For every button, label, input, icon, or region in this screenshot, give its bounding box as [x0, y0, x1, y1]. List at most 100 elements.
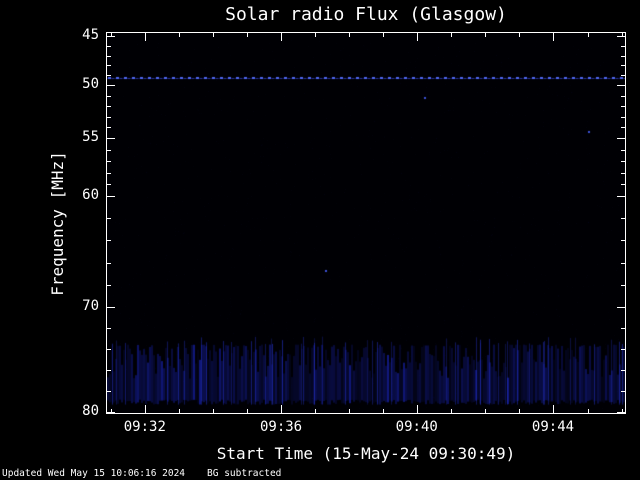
axis-tick — [621, 349, 625, 350]
axis-tick — [621, 117, 625, 118]
axis-tick — [621, 240, 625, 241]
axis-tick — [485, 33, 486, 37]
axis-tick — [145, 33, 146, 41]
axis-tick — [107, 117, 111, 118]
x-tick-label: 09:40 — [395, 419, 438, 435]
axis-tick — [519, 409, 520, 413]
axis-tick — [107, 263, 111, 264]
axis-tick — [107, 96, 111, 97]
axis-tick — [417, 33, 418, 41]
axis-tick — [621, 96, 625, 97]
axis-tick — [107, 46, 111, 47]
axis-tick — [451, 33, 452, 37]
axis-tick — [617, 36, 625, 37]
axis-tick — [179, 409, 180, 413]
axis-tick — [107, 285, 111, 286]
axis-tick — [621, 184, 625, 185]
y-tick-label: 55 — [82, 128, 99, 145]
axis-tick — [315, 409, 316, 413]
axis-tick — [107, 196, 115, 197]
axis-tick — [349, 33, 350, 37]
axis-tick — [107, 349, 111, 350]
chart-title: Solar radio Flux (Glasgow) — [225, 4, 507, 25]
updated-timestamp: Updated Wed May 15 10:06:16 2024 — [2, 468, 186, 479]
axis-tick — [621, 328, 625, 329]
axis-tick — [485, 409, 486, 413]
axis-tick — [621, 285, 625, 286]
axis-tick — [622, 33, 623, 37]
axis-tick — [213, 33, 214, 37]
axis-tick — [107, 173, 111, 174]
axis-tick — [621, 150, 625, 151]
x-tick-label: 09:32 — [123, 419, 166, 435]
axis-tick — [553, 405, 554, 413]
axis-tick — [617, 138, 625, 139]
footer: Updated Wed May 15 10:06:16 2024 BG subt… — [2, 468, 281, 479]
axis-tick — [621, 173, 625, 174]
axis-tick — [107, 127, 111, 128]
axis-tick — [145, 405, 146, 413]
axis-tick — [107, 412, 115, 413]
axis-tick — [281, 405, 282, 413]
axis-tick — [621, 263, 625, 264]
x-axis-title: Start Time (15-May-24 09:30:49) — [216, 444, 516, 463]
spectrogram-canvas — [107, 33, 625, 413]
axis-tick — [588, 33, 589, 37]
axis-tick — [383, 33, 384, 37]
axis-tick — [621, 370, 625, 371]
axis-tick — [107, 85, 115, 86]
y-tick-label: 60 — [82, 187, 99, 204]
axis-tick — [621, 218, 625, 219]
axis-tick — [107, 65, 111, 66]
axis-tick — [107, 328, 111, 329]
axis-tick — [281, 33, 282, 41]
axis-tick — [621, 391, 625, 392]
axis-tick — [107, 218, 111, 219]
axis-tick — [349, 409, 350, 413]
bg-subtracted-note: BG subtracted — [207, 468, 282, 479]
axis-tick — [107, 36, 115, 37]
axis-tick — [621, 106, 625, 107]
axis-tick — [111, 33, 112, 37]
axis-tick — [247, 33, 248, 37]
axis-tick — [107, 106, 111, 107]
axis-tick — [617, 196, 625, 197]
axis-tick — [107, 307, 115, 308]
axis-tick — [107, 240, 111, 241]
axis-tick — [617, 307, 625, 308]
axis-tick — [417, 405, 418, 413]
axis-tick — [179, 33, 180, 37]
axis-tick — [621, 46, 625, 47]
axis-tick — [107, 370, 111, 371]
axis-tick — [617, 412, 625, 413]
axis-tick — [621, 161, 625, 162]
axis-tick — [621, 127, 625, 128]
x-tick-label: 09:44 — [531, 419, 575, 435]
y-tick-label: 70 — [82, 297, 99, 314]
x-tick-label: 09:36 — [259, 419, 303, 435]
axis-tick — [451, 409, 452, 413]
axis-tick — [315, 33, 316, 37]
axis-tick — [519, 33, 520, 37]
axis-tick — [622, 409, 623, 413]
y-tick-label: 50 — [82, 76, 99, 93]
axis-tick — [107, 75, 111, 76]
axis-tick — [588, 409, 589, 413]
axis-tick — [213, 409, 214, 413]
axis-tick — [621, 65, 625, 66]
axis-tick — [617, 85, 625, 86]
axis-tick — [621, 56, 625, 57]
axis-tick — [107, 150, 111, 151]
axis-tick — [111, 409, 112, 413]
axis-tick — [383, 409, 384, 413]
axis-tick — [107, 161, 111, 162]
plot-area — [106, 32, 626, 414]
axis-tick — [107, 391, 111, 392]
y-axis-title: Frequency [MHz] — [47, 150, 67, 296]
y-tick-label: 45 — [82, 27, 99, 44]
axis-tick — [247, 409, 248, 413]
axis-tick — [621, 75, 625, 76]
axis-tick — [107, 56, 111, 57]
y-tick-label: 80 — [82, 402, 99, 419]
